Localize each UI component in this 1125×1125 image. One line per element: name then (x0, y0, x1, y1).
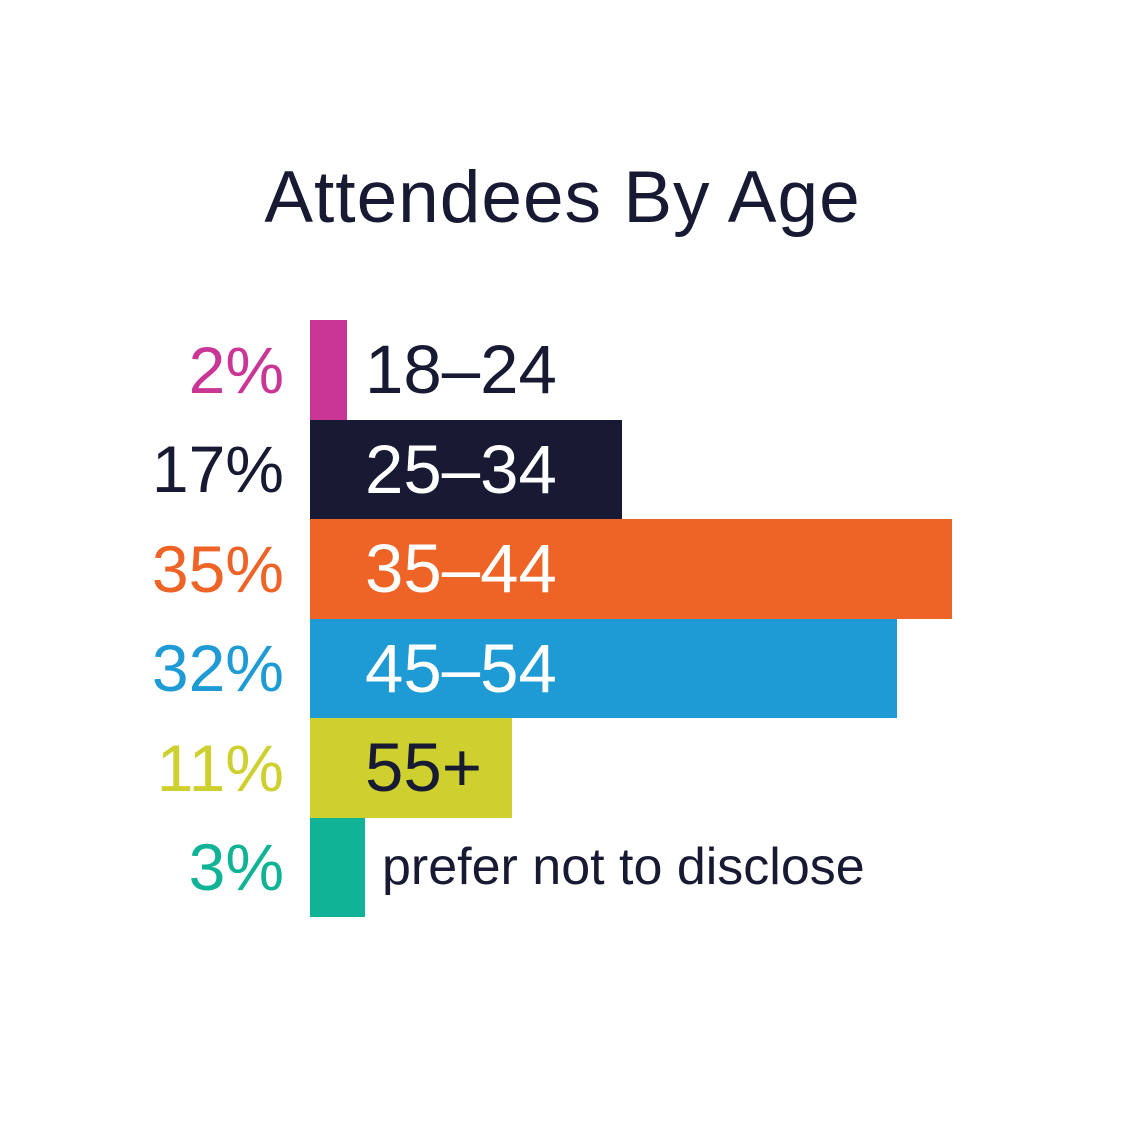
bar-chart: 2% 18–24 17% 25–34 35% 35–44 32% 45–54 1… (0, 320, 1125, 917)
category-label: 45–54 (365, 629, 557, 707)
category-label: prefer not to disclose (382, 838, 865, 897)
value-label: 3% (188, 830, 284, 905)
value-label: 11% (156, 730, 284, 805)
bar (310, 817, 365, 917)
bar (310, 718, 512, 818)
value-label: 35% (151, 531, 284, 606)
chart-row: 11% 55+ (0, 718, 1125, 818)
chart-row: 2% 18–24 (0, 320, 1125, 420)
bar (310, 419, 622, 519)
chart-row: 17% 25–34 (0, 419, 1125, 519)
value-label: 32% (151, 631, 284, 706)
category-label: 35–44 (365, 530, 557, 608)
value-label: 17% (151, 432, 284, 507)
category-label: 18–24 (365, 331, 557, 409)
bar (310, 618, 897, 718)
chart-title: Attendees By Age (264, 157, 861, 238)
category-label: 55+ (365, 729, 483, 807)
bar (310, 519, 952, 619)
chart-row: 3% prefer not to disclose (0, 817, 1125, 917)
chart-row: 32% 45–54 (0, 618, 1125, 718)
bar (310, 320, 347, 420)
value-label: 2% (188, 332, 284, 407)
category-label: 25–34 (365, 430, 557, 508)
chart-row: 35% 35–44 (0, 519, 1125, 619)
